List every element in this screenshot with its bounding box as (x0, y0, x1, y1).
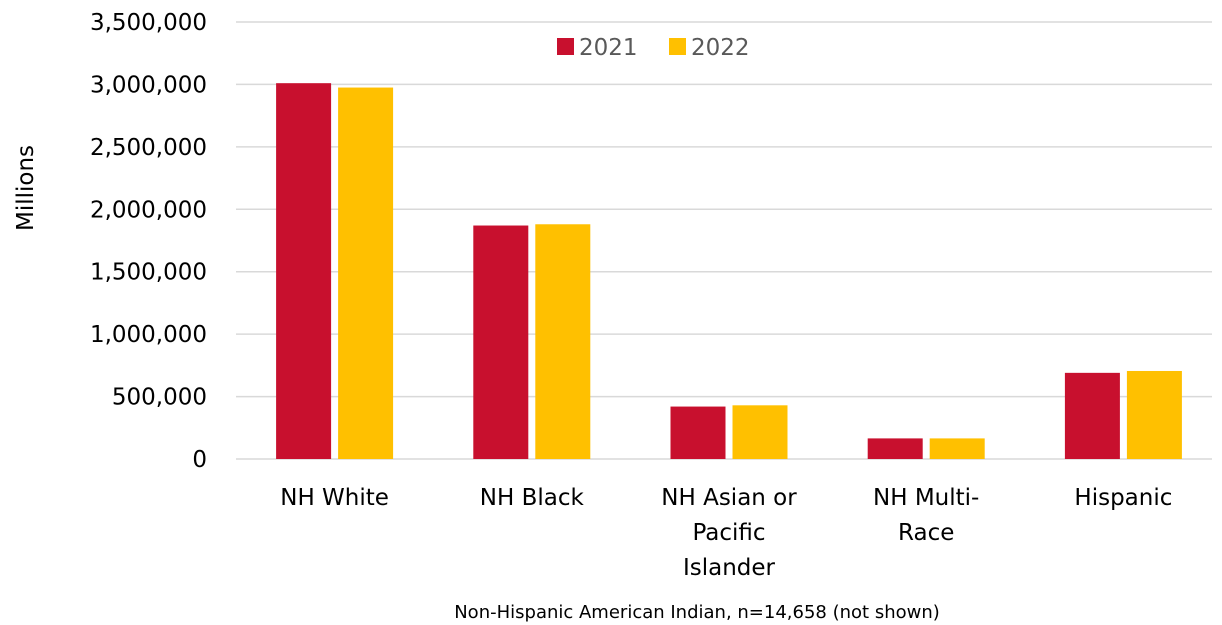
bar-2021-0 (276, 83, 332, 460)
footnote: Non-Hispanic American Indian, n=14,658 (… (454, 602, 940, 623)
bar-2021-2 (670, 406, 726, 459)
x-axis-categories: NH White NH Black NH Asian or Pacific Island… (280, 485, 1172, 581)
x-category-label: Hispanic (1074, 485, 1172, 511)
legend-label: 2021 (579, 35, 638, 61)
bar-2022-0 (338, 87, 394, 460)
bar-2022-2 (732, 405, 788, 459)
legend-label: 2022 (691, 35, 750, 61)
y-tick-label: 1,500,000 (90, 260, 207, 286)
x-category-line: Hispanic (1074, 485, 1172, 511)
x-category-label: NH Black (480, 485, 585, 511)
x-category-line: Race (898, 520, 954, 546)
y-tick-label: 3,000,000 (90, 72, 207, 98)
y-axis-label: Millions (13, 145, 39, 231)
legend-swatch-2022 (669, 38, 686, 55)
gridlines (236, 21, 1212, 460)
y-tick-label: 2,500,000 (90, 135, 207, 161)
x-category-line: Pacific (692, 520, 765, 546)
y-tick-label: 500,000 (112, 385, 207, 411)
bar-2022-4 (1126, 370, 1182, 459)
x-category-line: NH Multi- (873, 485, 979, 511)
legend-swatch-2021 (557, 38, 574, 55)
bar-2021-1 (473, 225, 529, 459)
x-category-line: NH Asian or (661, 485, 797, 511)
y-tick-label: 3,500,000 (90, 10, 207, 36)
y-tick-label: 1,000,000 (90, 322, 207, 348)
x-category-label: NH White (280, 485, 389, 511)
y-axis-ticks: 0 500,000 1,000,000 1,500,000 2,000,000 2,500… (90, 10, 207, 473)
bar-2022-3 (929, 438, 985, 459)
x-category-label: NH Asian or Pacific Islander (661, 485, 797, 581)
bar-2022-1 (535, 224, 591, 459)
x-category-label: NH Multi- Race (873, 485, 979, 546)
x-category-line: NH Black (480, 485, 585, 511)
bar-2021-4 (1064, 372, 1120, 459)
y-tick-label: 2,000,000 (90, 197, 207, 223)
x-category-line: Islander (683, 555, 776, 581)
x-category-line: NH White (280, 485, 389, 511)
y-tick-label: 0 (192, 447, 207, 473)
bar-2021-3 (867, 438, 923, 459)
legend: 2021 2022 (557, 35, 750, 61)
bars (276, 83, 1182, 460)
